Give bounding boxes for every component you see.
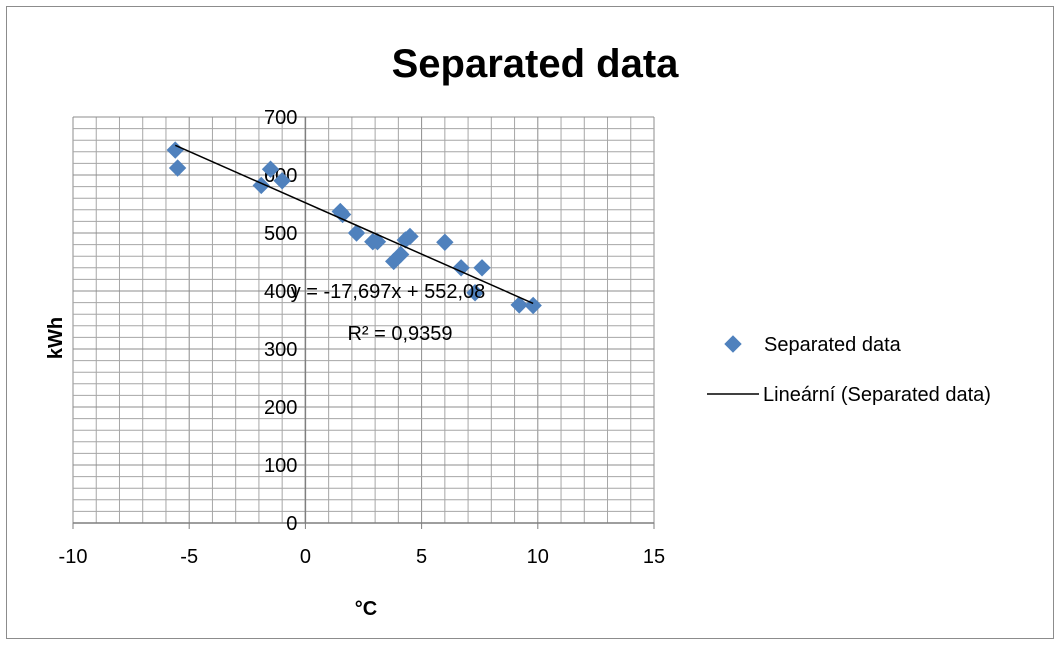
y-axis-title: kWh (45, 317, 67, 359)
y-tick-label: 100 (264, 455, 297, 477)
chart-area: Separated data -10 -5 0 5 10 15 0 100 200 300 400… (6, 6, 1054, 639)
trendline-equation: y = -17,697x + 552,08 (291, 281, 486, 303)
y-tick-label: 500 (264, 223, 297, 245)
data-point (261, 160, 280, 178)
data-point (273, 172, 291, 190)
legend-label-trendline: Lineární (Separated data) (763, 384, 991, 406)
y-tick-label: 0 (286, 513, 297, 535)
x-tick-label: 10 (527, 546, 549, 568)
plot-area (73, 117, 654, 523)
plot-background (73, 117, 654, 523)
y-tick-label: 200 (264, 397, 297, 419)
data-point (333, 205, 352, 224)
x-tick-label: 5 (416, 546, 427, 568)
data-point (466, 284, 484, 302)
x-tick-label: 15 (643, 546, 665, 568)
scatter-chart: Separated data -10 -5 0 5 10 15 0 100 200 300 400… (45, 42, 991, 620)
trendline (174, 144, 534, 305)
legend-marker-diamond (724, 335, 742, 353)
data-point (347, 224, 366, 242)
chart-title: Separated data (392, 42, 680, 86)
x-axis-title: °C (355, 598, 377, 620)
x-tick-label: -10 (59, 546, 88, 568)
legend: Separated data Lineární (Separated data) (707, 334, 991, 406)
data-point (510, 296, 528, 314)
y-axis-ticks: 0100200300400500600700 (264, 107, 306, 535)
data-point (168, 159, 187, 177)
x-tick-label: -5 (180, 546, 198, 568)
trendline-r2: R² = 0,9359 (347, 323, 452, 345)
data-point (401, 227, 419, 246)
y-tick-label: 400 (264, 281, 297, 303)
x-tick-label: 0 (300, 546, 311, 568)
legend-label-series: Separated data (764, 334, 902, 356)
data-point (436, 233, 454, 251)
data-point (473, 259, 491, 277)
gridlines (72, 116, 655, 524)
y-tick-label: 300 (264, 339, 297, 361)
data-points (166, 141, 542, 315)
data-point (368, 232, 387, 251)
x-axis-ticks: -10 -5 0 5 10 15 (59, 523, 665, 568)
trendline-layer (174, 144, 534, 305)
y-tick-label: 700 (264, 107, 297, 129)
axes (73, 117, 654, 524)
data-point (391, 245, 410, 264)
data-point (452, 259, 470, 277)
